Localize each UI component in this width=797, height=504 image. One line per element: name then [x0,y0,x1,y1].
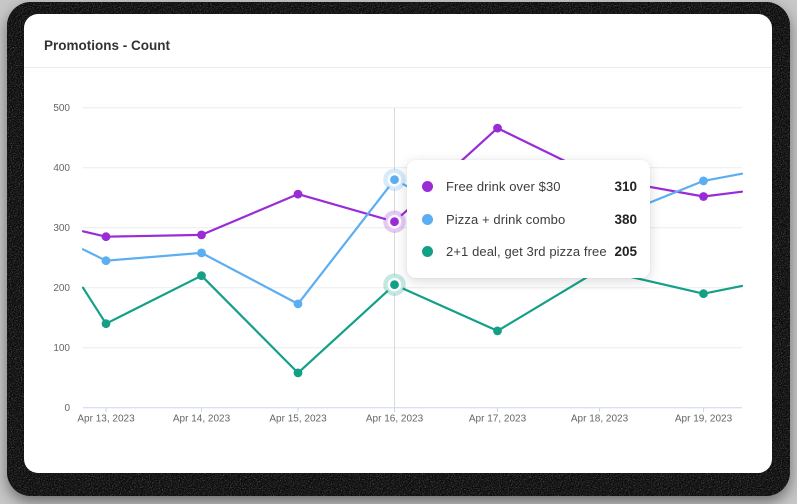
data-point-dot[interactable] [293,299,303,309]
data-point-dot[interactable] [197,230,206,240]
x-axis-label: Apr 18, 2023 [571,414,629,425]
tooltip-row: Free drink over $30 310 [422,171,637,202]
data-point-dot[interactable] [390,217,399,227]
y-axis-label: 400 [53,163,70,174]
tooltip-series-value: 205 [614,244,637,259]
data-point-dot[interactable] [101,319,111,329]
data-point-dot[interactable] [493,326,502,336]
series-swatch-icon [422,213,433,225]
series-swatch-icon [422,181,433,192]
data-point-dot[interactable] [699,176,708,186]
y-axis-label: 100 [53,343,70,354]
page-title: Promotions - Count [44,38,170,53]
x-axis-label: Apr 16, 2023 [366,414,424,425]
tooltip-row: 2+1 deal, get 3rd pizza free 205 [422,236,637,267]
x-axis-label: Apr 17, 2023 [469,414,527,425]
series-swatch-icon [422,246,433,257]
data-point-dot[interactable] [197,271,206,281]
y-axis-label: 300 [53,223,70,234]
data-point-dot[interactable] [293,368,303,378]
y-axis-label: 500 [53,103,70,114]
data-point-dot[interactable] [699,192,708,201]
tooltip-series-label: 2+1 deal, get 3rd pizza free [446,244,607,259]
tooltip-series-value: 310 [614,179,637,194]
tooltip-row: Pizza + drink combo 380 [422,204,637,235]
data-point-dot[interactable] [699,289,708,299]
x-axis-label: Apr 15, 2023 [269,414,327,425]
x-axis-label: Apr 13, 2023 [77,414,135,425]
data-point-dot[interactable] [197,248,206,258]
data-point-dot[interactable] [390,280,399,290]
data-point-dot[interactable] [101,232,111,242]
series-line [81,268,744,374]
y-axis-label: 0 [64,403,70,414]
chart-tooltip: Free drink over $30 310 Pizza + drink co… [407,160,650,278]
tooltip-series-value: 380 [614,211,637,227]
x-axis-label: Apr 19, 2023 [675,414,733,425]
tooltip-series-label: Free drink over $30 [446,179,561,194]
card-header: Promotions - Count [24,14,772,68]
data-point-dot[interactable] [101,256,111,266]
data-point-dot[interactable] [293,189,303,199]
x-axis-label: Apr 14, 2023 [173,414,231,425]
tooltip-series-label: Pizza + drink combo [446,211,566,227]
data-point-dot[interactable] [390,175,399,185]
y-axis-label: 200 [53,283,70,294]
data-point-dot[interactable] [493,123,502,133]
